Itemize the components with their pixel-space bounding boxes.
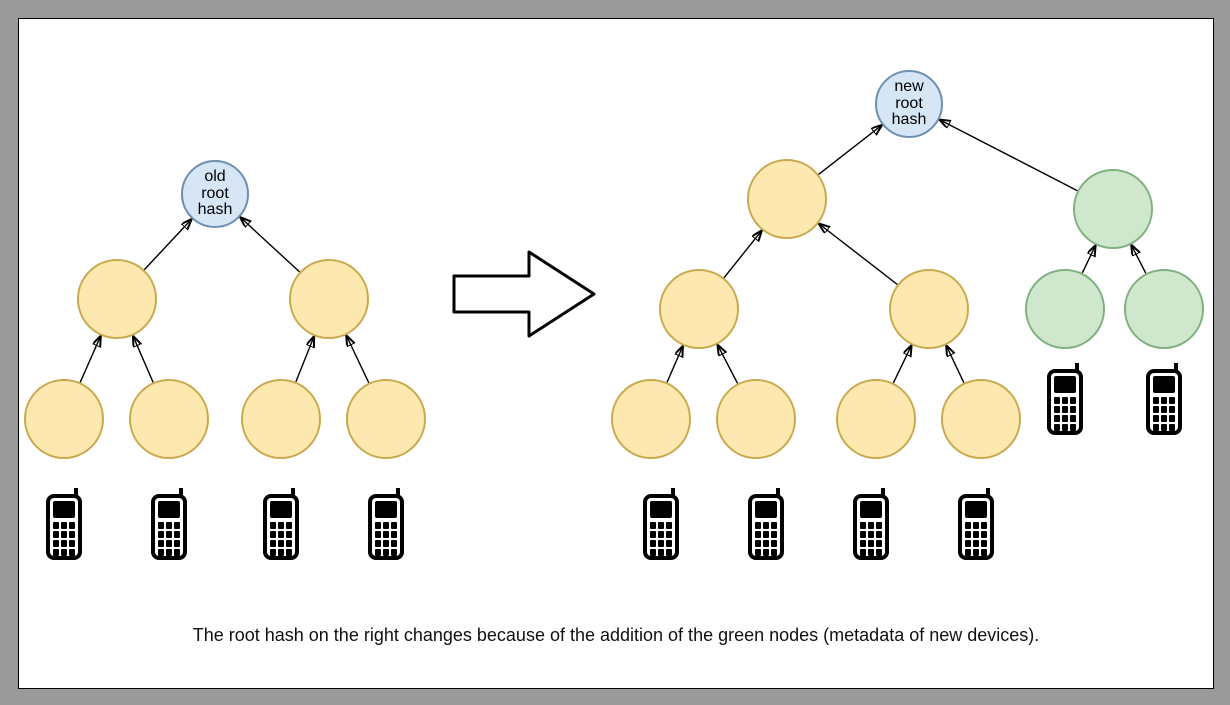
tree-edge <box>346 335 369 383</box>
transition-arrow <box>449 244 599 344</box>
tree-edge <box>667 346 683 383</box>
tree-edge <box>144 219 192 270</box>
right-mid-node-3 <box>1025 269 1105 349</box>
left-leaf-node-3 <box>241 379 321 459</box>
right-top-node-2 <box>1073 169 1153 249</box>
phone-icon <box>1142 363 1186 435</box>
tree-edge <box>1131 245 1146 274</box>
right-leaf-node-1 <box>611 379 691 459</box>
tree-edge <box>717 345 737 384</box>
phone-icon <box>744 488 788 560</box>
tree-edge <box>819 125 883 175</box>
left-leaf-node-4 <box>346 379 426 459</box>
phone-icon <box>364 488 408 560</box>
tree-edge <box>724 230 762 278</box>
right-mid-node-4 <box>1124 269 1204 349</box>
edges-layer <box>19 19 1213 688</box>
diagram-frame: The root hash on the right changes becau… <box>18 18 1214 689</box>
left-mid-node-2 <box>289 259 369 339</box>
right-mid-node-2 <box>889 269 969 349</box>
phone-icon <box>1043 363 1087 435</box>
phone-icon <box>849 488 893 560</box>
right-leaf-node-2 <box>716 379 796 459</box>
tree-edge <box>80 336 101 383</box>
tree-edge <box>819 223 898 284</box>
new-root-hash-node: new root hash <box>875 70 943 138</box>
diagram-canvas: The root hash on the right changes becau… <box>19 19 1213 688</box>
phone-icon <box>147 488 191 560</box>
right-top-node-1 <box>747 159 827 239</box>
tree-edge <box>946 345 964 383</box>
tree-edge <box>893 345 911 383</box>
phone-icon <box>639 488 683 560</box>
tree-edge <box>1082 245 1095 273</box>
phone-icon <box>259 488 303 560</box>
left-leaf-node-1 <box>24 379 104 459</box>
right-leaf-node-3 <box>836 379 916 459</box>
tree-edge <box>133 336 153 383</box>
phone-icon <box>42 488 86 560</box>
right-mid-node-1 <box>659 269 739 349</box>
tree-edge <box>240 217 300 272</box>
tree-edge <box>296 336 314 382</box>
old-root-hash-node: old root hash <box>181 160 249 228</box>
left-mid-node-1 <box>77 259 157 339</box>
left-leaf-node-2 <box>129 379 209 459</box>
tree-edge <box>939 120 1077 191</box>
phone-icon <box>954 488 998 560</box>
right-leaf-node-4 <box>941 379 1021 459</box>
caption-text: The root hash on the right changes becau… <box>19 625 1213 646</box>
